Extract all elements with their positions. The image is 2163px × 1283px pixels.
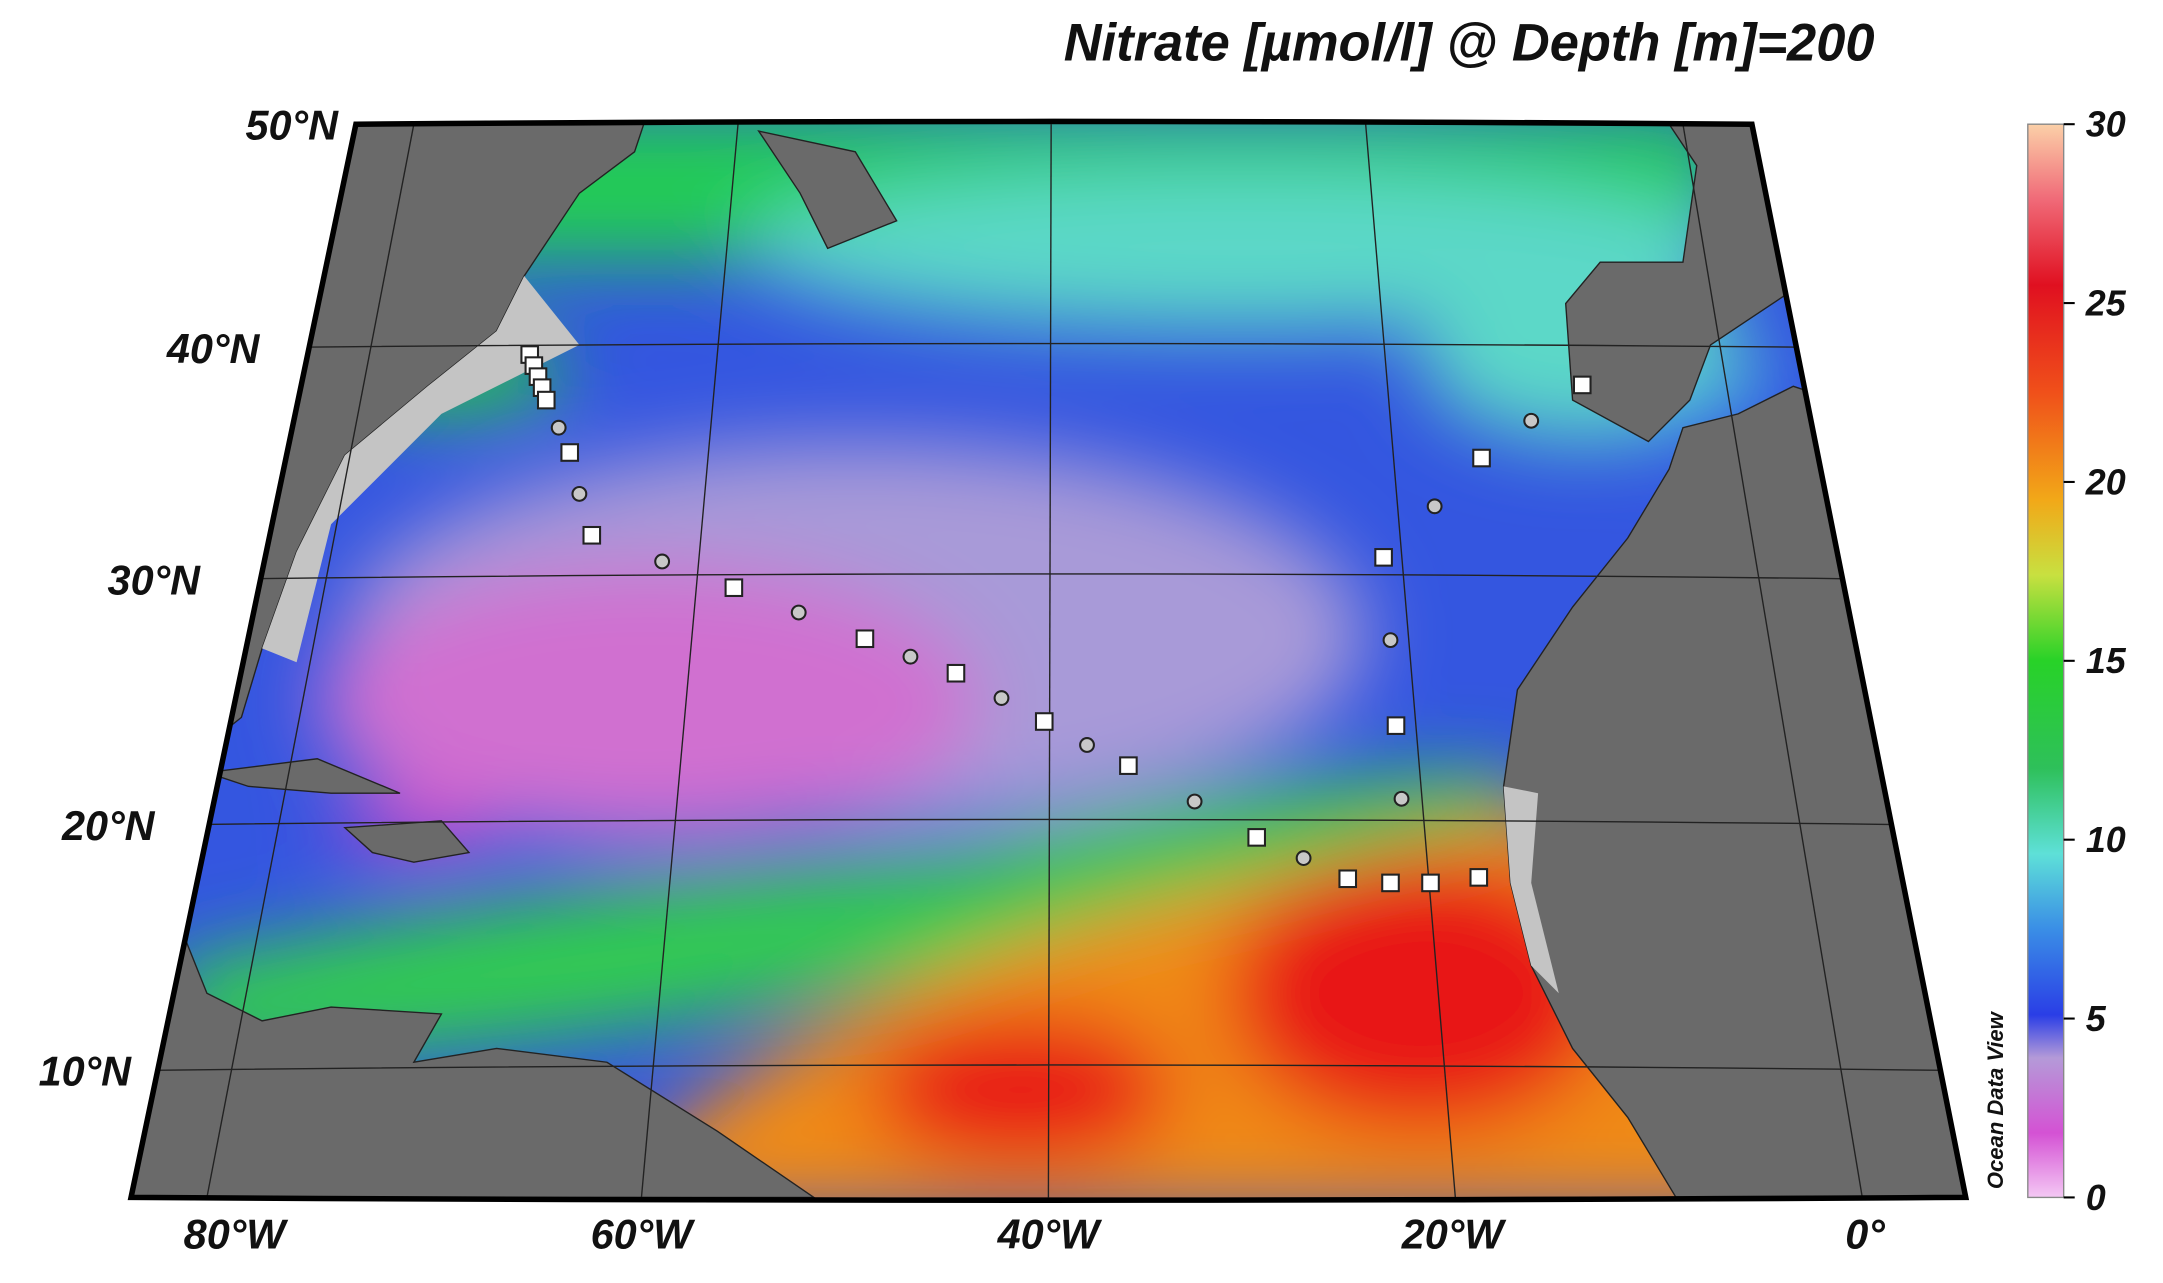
lon-label: 40°W <box>997 1211 1103 1257</box>
station-circle <box>1295 850 1312 867</box>
station-circle <box>654 553 671 570</box>
station-circle <box>1523 412 1540 429</box>
station-square <box>582 525 602 545</box>
station-circle <box>902 648 919 665</box>
colorbar-tick-label: 15 <box>2086 641 2127 681</box>
station-circle <box>1393 790 1410 807</box>
lon-labels: 80°W 60°W 40°W 20°W 0° <box>184 1211 1886 1257</box>
lon-label: 80°W <box>184 1211 289 1257</box>
station-square <box>1034 712 1054 731</box>
station-circle <box>1426 498 1443 515</box>
station-circle <box>571 485 588 502</box>
station-square <box>724 578 744 598</box>
station-square <box>1374 548 1393 567</box>
station-square <box>560 443 580 462</box>
colorbar <box>2027 123 2065 1199</box>
station-square <box>1572 375 1592 395</box>
colorbar-tick-label: 0 <box>2086 1178 2106 1218</box>
station-circle <box>1079 737 1095 753</box>
colorbar-ticks: 0 5 10 15 20 25 30 <box>2063 105 2127 1218</box>
lat-labels: 50°N 40°N 30°N 20°N 10°N <box>39 102 339 1094</box>
lon-label: 20°W <box>1401 1211 1507 1257</box>
station-square <box>1472 448 1491 468</box>
station-circle <box>1382 632 1399 649</box>
lat-label: 50°N <box>246 102 340 148</box>
lat-label: 20°N <box>61 803 156 849</box>
colorbar-tick-label: 20 <box>2085 462 2126 502</box>
lat-label: 30°N <box>108 558 202 604</box>
station-square <box>855 629 875 649</box>
station-square <box>1381 873 1400 893</box>
colorbar-tick-label: 10 <box>2086 820 2126 860</box>
lat-label: 40°N <box>166 326 261 372</box>
station-circle <box>993 690 1010 706</box>
graticule <box>137 124 1959 1198</box>
colorbar-tick-label: 5 <box>2086 999 2107 1039</box>
station-square <box>1386 716 1406 735</box>
station-square <box>1338 869 1358 889</box>
lat-label: 10°N <box>39 1049 133 1095</box>
lon-label: 60°W <box>591 1211 696 1257</box>
station-square <box>536 390 556 410</box>
station-square <box>946 663 966 683</box>
map-title: Nitrate [µmol/l] @ Depth [m]=200 <box>1064 15 1875 73</box>
shelf <box>262 275 1559 994</box>
station-square <box>1247 828 1267 847</box>
station-circle <box>1186 793 1203 810</box>
colorbar-label: Ocean Data View <box>1983 1010 2008 1189</box>
colorbar-tick-label: 25 <box>2085 283 2127 323</box>
station-square <box>1469 868 1489 887</box>
map-frame <box>127 118 1970 1203</box>
map-body <box>131 121 1966 1201</box>
station-square <box>1119 756 1138 775</box>
station-circle <box>550 419 567 436</box>
colorbar-tick-label: 30 <box>2086 105 2126 145</box>
lon-label: 0° <box>1845 1211 1885 1257</box>
station-circle <box>790 604 807 621</box>
station-square <box>1421 873 1440 893</box>
stations <box>520 345 1592 893</box>
